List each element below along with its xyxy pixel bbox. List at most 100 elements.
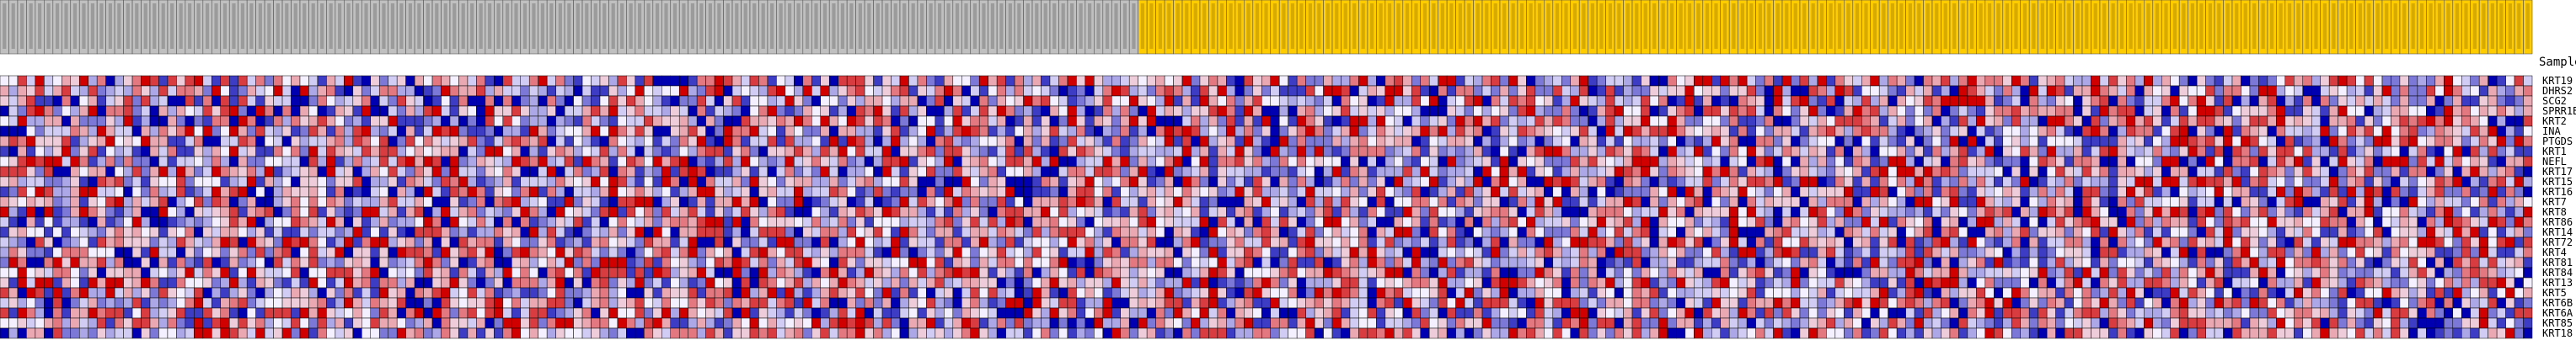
sample-name-tick (346, 3, 351, 49)
heatmap-cell (1305, 115, 1315, 127)
heatmap-cell (344, 85, 354, 97)
heatmap-cell (1252, 176, 1262, 188)
heatmap-cell (158, 125, 169, 137)
heatmap-cell (2011, 166, 2021, 178)
heatmap-cell (344, 115, 354, 127)
heatmap-cell (2064, 115, 2074, 127)
heatmap-cell (308, 75, 319, 87)
heatmap-cell (2214, 216, 2224, 228)
heatmap-cell (2161, 206, 2171, 218)
heatmap-cell (167, 176, 177, 188)
heatmap-cell (220, 105, 230, 117)
heatmap-cell (1384, 176, 1395, 188)
heatmap-cell (1288, 135, 1298, 147)
heatmap-cell (431, 135, 442, 147)
heatmap-cell (2258, 166, 2268, 178)
heatmap-cell (1694, 135, 1704, 147)
heatmap-cell (1605, 166, 1615, 178)
heatmap-cell (1676, 166, 1686, 178)
heatmap-cell (1084, 186, 1095, 198)
sample-name-tick (99, 3, 104, 49)
heatmap-cell (935, 216, 945, 228)
heatmap-cell (1861, 146, 1871, 157)
heatmap-cell (8, 135, 19, 147)
heatmap-cell (1331, 206, 1342, 218)
heatmap-cell (1746, 196, 1756, 208)
heatmap-cell (1464, 125, 1474, 137)
heatmap-cell (785, 186, 795, 198)
heatmap-cell (35, 176, 45, 188)
heatmap-cell (476, 176, 486, 188)
heatmap-cell (581, 85, 592, 97)
heatmap-cell (35, 166, 45, 178)
heatmap-cell (1570, 216, 1580, 228)
heatmap-cell (2126, 176, 2136, 188)
heatmap-cell (1526, 206, 1536, 218)
heatmap-cell (2011, 156, 2021, 167)
heatmap-cell (1658, 146, 1668, 157)
sample-name-tick (655, 3, 660, 49)
heatmap-cell (1420, 135, 1430, 147)
heatmap-cell (1244, 206, 1254, 218)
sample-name-tick (2482, 3, 2486, 49)
heatmap-cell (2196, 156, 2206, 167)
heatmap-cell (1861, 196, 1871, 208)
heatmap-cell (1191, 95, 1201, 107)
heatmap-cell (2505, 115, 2515, 127)
heatmap-cell (123, 115, 133, 127)
heatmap-cell (1181, 176, 1192, 188)
heatmap-cell (811, 186, 822, 198)
heatmap-cell (1808, 186, 1818, 198)
heatmap-cell (1041, 176, 1051, 188)
heatmap-cell (1570, 196, 1580, 208)
heatmap-cell (1455, 75, 1465, 87)
heatmap-cell (1076, 146, 1086, 157)
heatmap-cell (2434, 216, 2445, 228)
heatmap-cell (291, 226, 301, 238)
heatmap-cell (881, 115, 892, 127)
heatmap-cell (758, 186, 769, 198)
sample-name-tick (1176, 3, 1180, 49)
heatmap-cell (1931, 135, 1941, 147)
heatmap-cell (1155, 156, 1165, 167)
heatmap-cell (1446, 125, 1456, 137)
heatmap-cell (185, 146, 195, 157)
heatmap-cell (2258, 186, 2268, 198)
heatmap-cell (970, 156, 980, 167)
heatmap-cell (961, 125, 971, 137)
heatmap-cell (1323, 135, 1333, 147)
heatmap-cell (926, 216, 936, 228)
heatmap-cell (1314, 196, 1324, 208)
heatmap-cell (670, 176, 680, 188)
heatmap-cell (696, 95, 706, 107)
heatmap-cell (555, 135, 565, 147)
heatmap-cell (2470, 196, 2480, 208)
sample-name-tick (1396, 3, 1400, 49)
heatmap-cell (2284, 105, 2295, 117)
heatmap-cell (281, 95, 292, 107)
heatmap-cell (273, 216, 283, 228)
heatmap-cell (1155, 196, 1165, 208)
heatmap-cell (1067, 176, 1077, 188)
heatmap-cell (2478, 186, 2488, 198)
heatmap-cell (626, 75, 636, 87)
heatmap-cell (441, 135, 451, 147)
heatmap-cell (176, 156, 186, 167)
heatmap-cell (1852, 186, 1862, 198)
heatmap-cell (1023, 166, 1033, 178)
heatmap-cell (1473, 186, 1483, 198)
heatmap-cell (520, 206, 530, 218)
heatmap-cell (2028, 135, 2038, 147)
heatmap-cell (608, 105, 619, 117)
heatmap-cell (723, 226, 733, 238)
heatmap-cell (2408, 135, 2418, 147)
heatmap-cell (2134, 206, 2145, 218)
heatmap-cell (352, 176, 362, 188)
heatmap-cell (62, 75, 72, 87)
heatmap-cell (1323, 186, 1333, 198)
sample-name-tick (593, 3, 597, 49)
heatmap-cell (326, 216, 336, 228)
heatmap-cell (2214, 156, 2224, 167)
heatmap-cell (388, 135, 398, 147)
heatmap-cell (688, 216, 698, 228)
